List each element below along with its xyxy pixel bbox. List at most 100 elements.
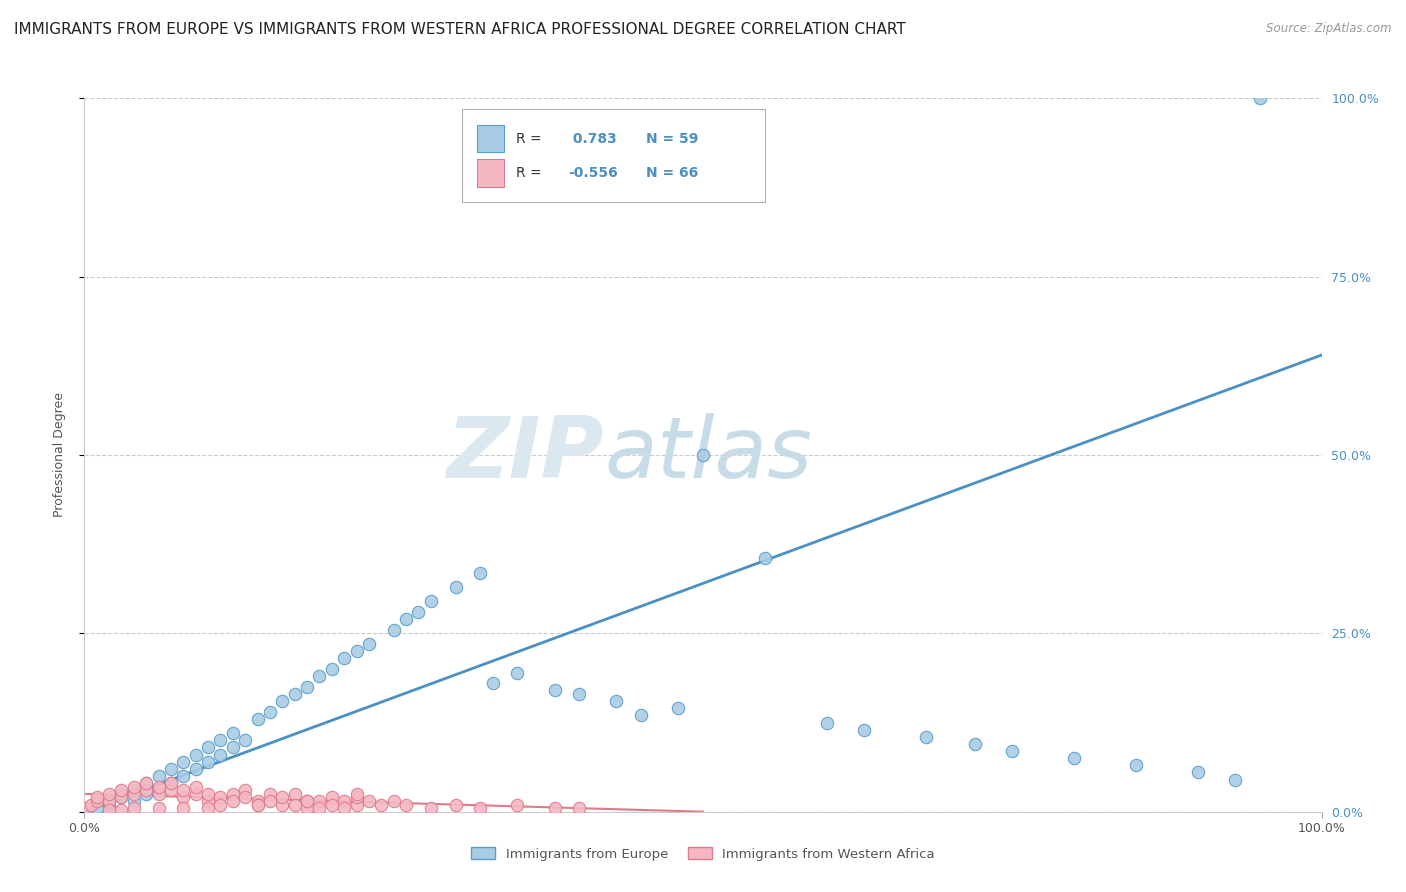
Point: [346, 797, 368, 812]
Point: [333, 794, 356, 808]
Point: [666, 701, 689, 715]
Point: [1187, 765, 1209, 780]
Point: [209, 747, 232, 762]
Point: [184, 780, 207, 794]
Point: [357, 794, 380, 808]
Point: [1249, 91, 1271, 105]
Point: [346, 787, 368, 801]
Point: [295, 794, 318, 808]
Point: [321, 662, 343, 676]
Point: [506, 665, 529, 680]
Point: [86, 801, 108, 815]
Y-axis label: Professional Degree: Professional Degree: [53, 392, 66, 517]
Text: Source: ZipAtlas.com: Source: ZipAtlas.com: [1267, 22, 1392, 36]
Point: [122, 801, 145, 815]
Point: [754, 551, 776, 566]
Text: ZIP: ZIP: [446, 413, 605, 497]
Point: [222, 794, 245, 808]
Point: [160, 776, 183, 790]
Point: [209, 797, 232, 812]
Point: [148, 780, 170, 794]
Point: [1125, 758, 1147, 772]
Point: [148, 787, 170, 801]
Point: [852, 723, 875, 737]
Point: [73, 801, 96, 815]
Point: [914, 730, 936, 744]
Bar: [477, 125, 503, 153]
Text: R =: R =: [516, 132, 546, 145]
Point: [419, 801, 441, 815]
Point: [233, 783, 256, 797]
Point: [543, 683, 565, 698]
Point: [246, 712, 269, 726]
Point: [408, 605, 430, 619]
Point: [395, 797, 418, 812]
Point: [233, 790, 256, 805]
Point: [122, 783, 145, 797]
Point: [444, 580, 467, 594]
Point: [333, 801, 356, 815]
Text: N = 66: N = 66: [647, 166, 699, 180]
Point: [197, 794, 219, 808]
Point: [382, 794, 405, 808]
Point: [122, 794, 145, 808]
Point: [295, 794, 318, 808]
Point: [568, 687, 591, 701]
Point: [271, 797, 294, 812]
Point: [233, 733, 256, 747]
Point: [568, 801, 591, 815]
Text: R =: R =: [516, 166, 546, 180]
Point: [135, 776, 157, 790]
Point: [148, 769, 170, 783]
Point: [172, 755, 194, 769]
Point: [172, 769, 194, 783]
Point: [172, 790, 194, 805]
Point: [321, 797, 343, 812]
FancyBboxPatch shape: [461, 109, 765, 202]
Point: [197, 787, 219, 801]
Point: [98, 787, 121, 801]
Point: [630, 708, 652, 723]
Point: [86, 794, 108, 808]
Point: [692, 448, 714, 462]
Point: [333, 651, 356, 665]
Point: [395, 612, 418, 626]
Point: [470, 566, 492, 580]
Point: [79, 797, 101, 812]
Point: [965, 737, 987, 751]
Point: [1063, 751, 1085, 765]
Point: [222, 740, 245, 755]
Point: [160, 762, 183, 776]
Point: [815, 715, 838, 730]
Point: [98, 794, 121, 808]
Point: [605, 694, 627, 708]
Point: [308, 801, 330, 815]
Point: [1223, 772, 1246, 787]
Point: [184, 787, 207, 801]
Point: [110, 787, 132, 801]
Point: [197, 755, 219, 769]
Point: [259, 794, 281, 808]
Point: [122, 780, 145, 794]
Point: [321, 790, 343, 805]
Point: [295, 680, 318, 694]
Point: [308, 669, 330, 683]
Point: [110, 790, 132, 805]
Point: [284, 797, 307, 812]
Point: [197, 740, 219, 755]
Point: [284, 787, 307, 801]
Point: [444, 797, 467, 812]
Point: [110, 790, 132, 805]
Point: [470, 801, 492, 815]
Point: [148, 801, 170, 815]
Point: [295, 801, 318, 815]
Text: atlas: atlas: [605, 413, 813, 497]
Point: [160, 783, 183, 797]
Point: [172, 783, 194, 797]
Point: [135, 783, 157, 797]
Point: [222, 787, 245, 801]
Point: [98, 797, 121, 812]
Point: [481, 676, 503, 690]
Point: [543, 801, 565, 815]
Point: [184, 762, 207, 776]
